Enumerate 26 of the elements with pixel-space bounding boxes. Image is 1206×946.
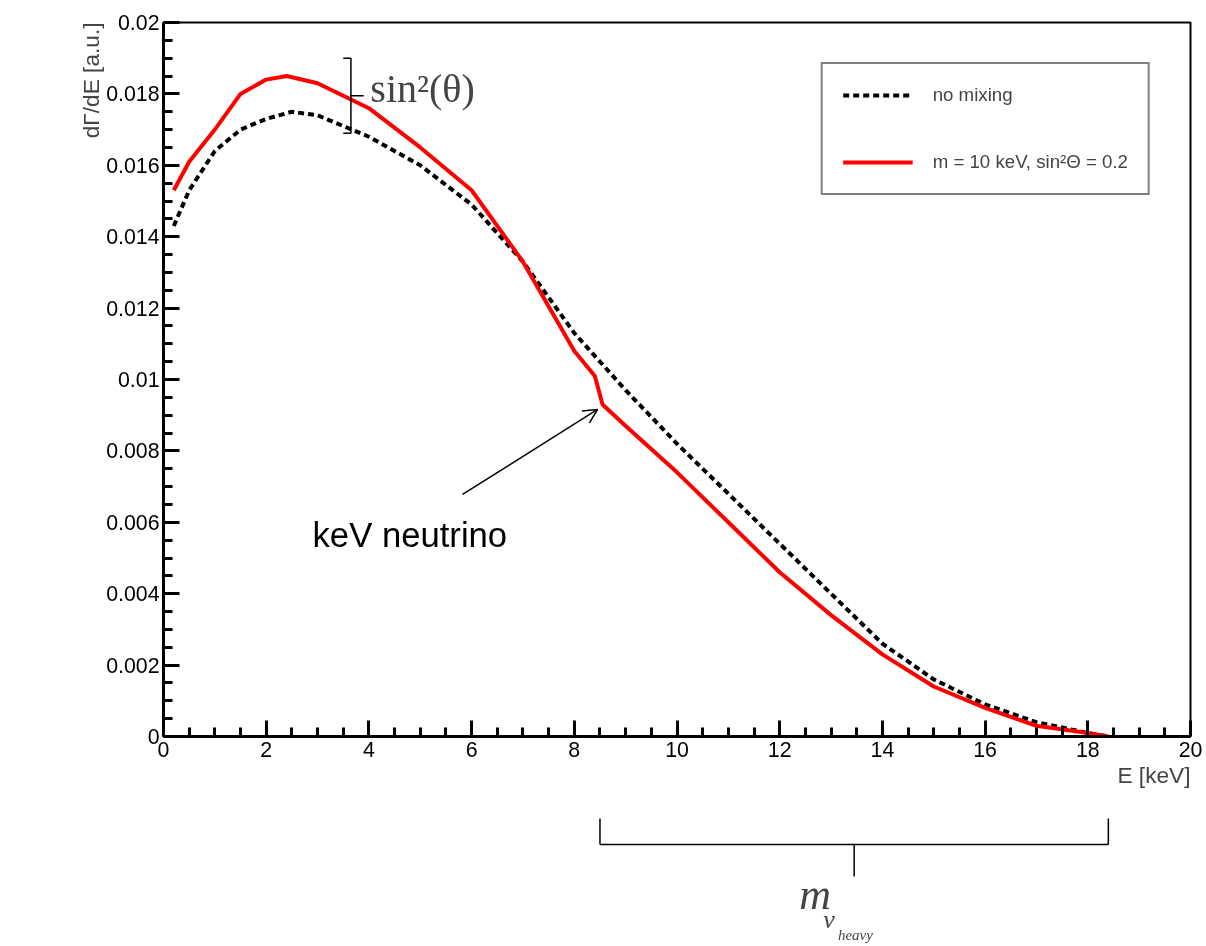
x-tick-label: 14	[870, 737, 895, 762]
y-tick-label: 0.016	[106, 153, 160, 178]
x-tick-label: 12	[767, 737, 792, 762]
x-tick-label: 6	[465, 737, 478, 762]
y-tick-label: 0.012	[106, 296, 160, 321]
y-tick-label: 0.004	[106, 582, 160, 607]
y-tick-label: 0.014	[106, 225, 160, 250]
y-tick-label: 0.002	[106, 653, 160, 678]
x-tick-label: 18	[1075, 737, 1100, 762]
x-tick-label: 4	[362, 737, 375, 762]
x-tick-label: 10	[665, 737, 689, 762]
y-tick-label: 0.01	[117, 368, 160, 392]
y-tick-label: 0.008	[106, 439, 160, 464]
legend-label: no mixing	[932, 84, 1013, 106]
y-tick-label: 0.02	[117, 11, 160, 35]
y-tick-label: 0.006	[106, 510, 160, 535]
x-axis-title: E [keV]	[1117, 761, 1191, 788]
y-tick-label: 0.018	[106, 82, 160, 107]
x-tick-label: 20	[1178, 737, 1203, 762]
annotation: sin²(θ)	[370, 66, 475, 112]
y-axis-title: dΓ/dE [a.u.]	[77, 22, 104, 139]
legend-label: m = 10 keV, sin²Θ = 0.2	[932, 151, 1128, 173]
x-tick-label: 2	[260, 737, 273, 762]
annotation: keV neutrino	[312, 516, 508, 555]
x-tick-label: 16	[973, 737, 997, 762]
x-tick-label: 8	[568, 737, 581, 762]
